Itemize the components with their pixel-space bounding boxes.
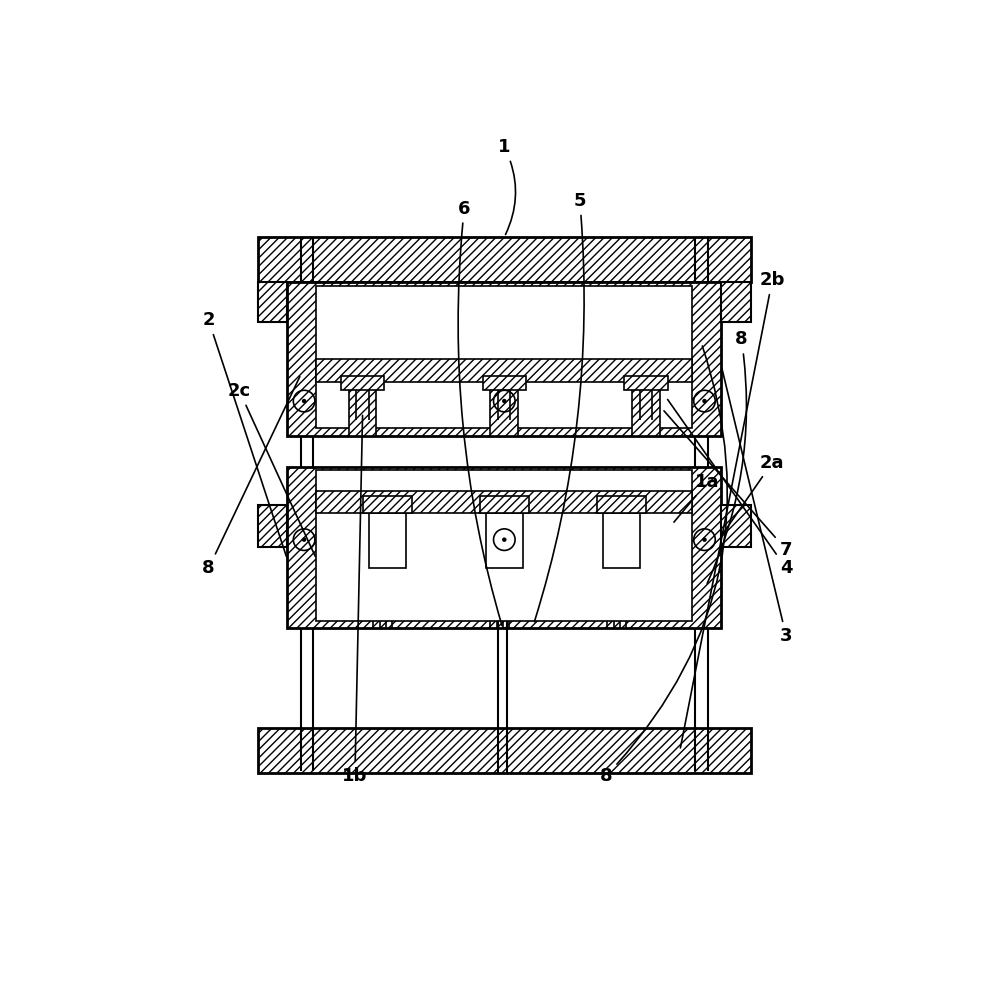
- Bar: [258, 237, 751, 282]
- Circle shape: [503, 400, 506, 403]
- Bar: [258, 505, 287, 547]
- Circle shape: [302, 538, 306, 541]
- Bar: [287, 282, 721, 436]
- Text: 2b: 2b: [680, 271, 785, 748]
- Bar: [341, 376, 384, 389]
- Text: 8: 8: [203, 377, 300, 577]
- Bar: [625, 376, 667, 389]
- Bar: [287, 466, 721, 628]
- Text: 1b: 1b: [342, 415, 368, 785]
- Text: 1: 1: [498, 138, 516, 235]
- Bar: [363, 496, 412, 513]
- Text: 6: 6: [458, 200, 502, 626]
- Bar: [721, 282, 751, 322]
- Circle shape: [503, 538, 506, 541]
- Text: 4: 4: [667, 399, 792, 577]
- Bar: [348, 382, 377, 436]
- Circle shape: [302, 400, 306, 403]
- Circle shape: [703, 538, 707, 541]
- Bar: [317, 470, 692, 620]
- Text: 2a: 2a: [723, 454, 784, 534]
- Circle shape: [703, 400, 707, 403]
- Bar: [490, 382, 519, 436]
- Bar: [258, 728, 751, 773]
- Text: 5: 5: [534, 192, 586, 622]
- Bar: [369, 513, 405, 568]
- Bar: [596, 496, 646, 513]
- Bar: [479, 496, 529, 513]
- Bar: [483, 376, 525, 389]
- Text: 8: 8: [707, 330, 748, 583]
- Text: 1a: 1a: [674, 473, 720, 522]
- Text: 7: 7: [664, 411, 792, 559]
- Bar: [721, 505, 751, 547]
- Bar: [258, 282, 287, 322]
- Text: 3: 3: [722, 369, 792, 645]
- Bar: [317, 359, 692, 382]
- Bar: [317, 491, 692, 513]
- Bar: [317, 286, 692, 428]
- Text: 2: 2: [203, 311, 286, 556]
- Bar: [486, 513, 523, 568]
- Bar: [632, 382, 660, 436]
- Text: 8: 8: [599, 346, 727, 785]
- Text: 2c: 2c: [228, 382, 315, 556]
- Bar: [603, 513, 640, 568]
